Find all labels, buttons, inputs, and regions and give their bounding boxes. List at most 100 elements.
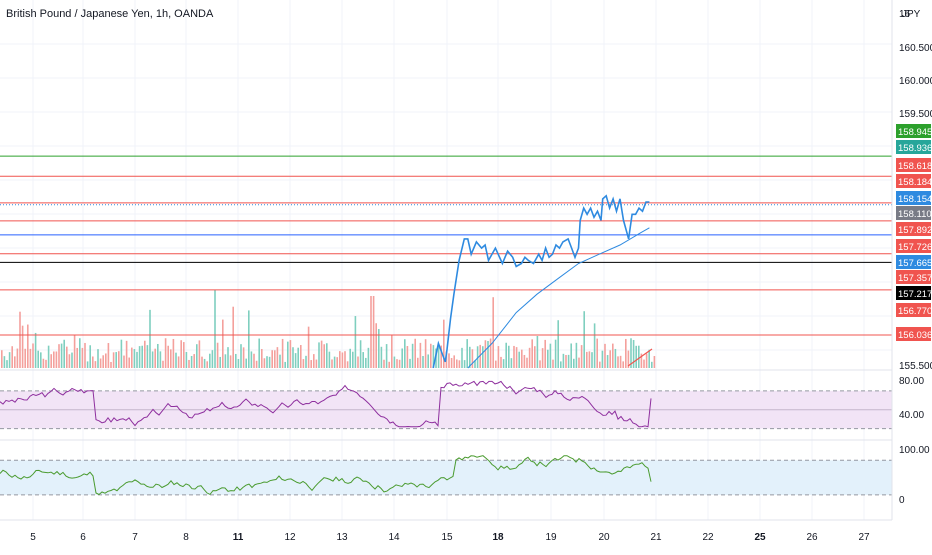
volume-bar <box>112 352 115 368</box>
volume-bar <box>588 351 591 368</box>
x-tick-label: 6 <box>80 532 86 543</box>
volume-bar <box>487 341 489 368</box>
volume-bar <box>102 355 104 368</box>
volume-bar <box>474 360 476 368</box>
volume-bar <box>375 323 377 368</box>
volume-bar <box>141 345 143 368</box>
volume-bar <box>583 311 585 368</box>
volume-bar <box>315 359 318 368</box>
volume-bar <box>136 351 138 368</box>
price-label-text: 158.936 <box>898 143 932 154</box>
moving-average-line <box>467 227 650 369</box>
volume-bar <box>531 339 533 368</box>
volume-bar <box>180 340 182 368</box>
volume-bar <box>476 346 479 368</box>
price-label-badge <box>896 255 931 269</box>
volume-bar <box>544 339 546 368</box>
volume-bar <box>151 351 154 368</box>
volume-bar <box>294 353 297 368</box>
price-label-badge <box>896 303 931 317</box>
volume-bar <box>248 310 250 368</box>
volume-bar <box>237 359 240 368</box>
volume-bar <box>627 350 630 368</box>
volume-bar <box>255 360 258 368</box>
volume-bar <box>188 359 190 368</box>
volume-bar <box>573 358 575 368</box>
volume-bar <box>6 360 8 368</box>
volume-bar <box>149 309 151 368</box>
volume-bar <box>21 325 24 368</box>
volume-bar <box>409 358 411 368</box>
volume-bar <box>333 356 336 368</box>
volume-bar <box>482 346 484 368</box>
volume-bar <box>414 338 416 368</box>
volume-bar <box>411 343 414 368</box>
volume-bar <box>27 324 29 368</box>
x-tick-label: 8 <box>183 532 189 543</box>
volume-bar <box>427 354 429 368</box>
volume-bar <box>214 290 216 368</box>
volume-bar <box>557 320 559 368</box>
volume-bar <box>289 340 292 368</box>
volume-bar <box>453 355 455 368</box>
volume-bar <box>586 351 588 368</box>
price-label-text: 157.726 <box>898 242 932 253</box>
price-label-badge <box>896 239 931 253</box>
volume-bar <box>167 345 169 368</box>
volume-bar <box>297 347 299 368</box>
volume-bar <box>89 345 91 368</box>
price-label-badge <box>896 270 931 284</box>
volume-bar <box>630 338 632 368</box>
volume-bar <box>157 343 159 368</box>
volume-bar <box>224 354 227 368</box>
volume-bar <box>479 344 481 368</box>
volume-bar <box>495 360 497 368</box>
volume-bar <box>162 360 164 368</box>
volume-bar <box>528 347 531 368</box>
oscillator-line <box>0 455 652 496</box>
volume-bar <box>76 347 78 368</box>
currency-label[interactable]: JPY <box>902 9 921 20</box>
volume-bar <box>32 343 34 368</box>
volume-bar <box>406 346 409 368</box>
volume-bar <box>604 343 606 368</box>
volume-bar <box>547 349 549 368</box>
volume-bar <box>245 358 247 368</box>
volume-bar <box>396 359 398 368</box>
volume-bar <box>565 354 567 368</box>
volume-bar <box>365 357 367 368</box>
volume-bar <box>580 345 583 368</box>
volume-bar <box>599 361 601 368</box>
volume-bar <box>84 342 86 368</box>
volume-bar <box>250 351 253 368</box>
volume-bar <box>645 353 648 368</box>
volume-bar <box>279 354 281 368</box>
volume-bar <box>518 351 520 368</box>
volume-bar <box>617 356 619 368</box>
volume-bar <box>133 349 136 368</box>
volume-bar <box>211 350 214 368</box>
volume-bar <box>643 359 645 368</box>
volume-bar <box>536 336 539 368</box>
volume-bar <box>16 348 19 368</box>
volume-bar <box>562 353 565 368</box>
volume-bar <box>198 340 201 368</box>
volume-bar <box>326 343 328 368</box>
volume-bar <box>534 346 536 368</box>
x-tick-label: 20 <box>598 532 610 543</box>
x-tick-label: 27 <box>858 532 870 543</box>
volume-bar <box>115 352 117 368</box>
volume-bar <box>591 352 593 368</box>
rsi-line <box>0 380 652 428</box>
volume-bar <box>456 359 458 368</box>
volume-bar <box>424 339 427 368</box>
volume-bar <box>34 332 37 368</box>
y-tick-label: 160.500 <box>899 43 932 54</box>
price-label-text: 157.357 <box>898 273 932 284</box>
volume-bar <box>502 359 505 368</box>
volume-bar <box>183 342 185 368</box>
volume-bar <box>1 350 3 368</box>
volume-bar <box>123 355 125 368</box>
